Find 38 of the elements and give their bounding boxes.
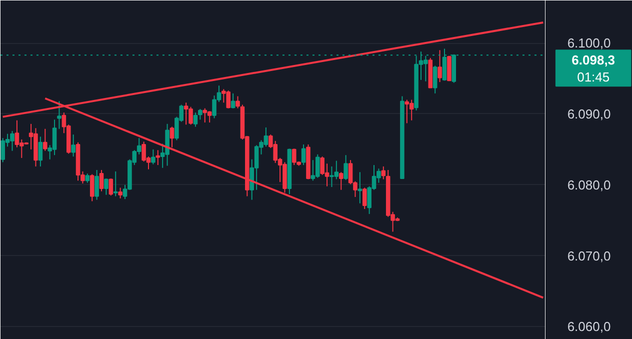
candlestick xyxy=(118,187,122,199)
y-tick-label: 6.060,0 xyxy=(567,319,611,334)
candlestick xyxy=(230,92,236,109)
text: 01:45 xyxy=(577,70,610,85)
candlestick xyxy=(38,136,43,167)
candlestick xyxy=(42,128,48,152)
ref-line-label: 6.098,3 xyxy=(572,52,616,68)
candlestick xyxy=(381,166,386,180)
candlestick xyxy=(170,126,174,148)
candlestick xyxy=(193,112,198,128)
candlestick xyxy=(338,172,344,190)
candlestick xyxy=(156,150,160,166)
candlestick xyxy=(409,99,414,121)
y-tick-label: 6.080,0 xyxy=(567,177,611,192)
candlestick xyxy=(344,154,348,180)
candlestick xyxy=(108,178,114,196)
candlestick xyxy=(99,170,104,192)
candlestick xyxy=(85,173,90,184)
candlestick xyxy=(358,172,362,204)
candlestick xyxy=(198,108,202,120)
candlestick xyxy=(315,154,320,178)
candlestick xyxy=(94,170,99,200)
candlestick xyxy=(301,144,306,166)
candlestick xyxy=(202,108,208,123)
y-tick-label: 6.070,0 xyxy=(567,248,611,264)
candlestick xyxy=(90,174,94,202)
y-tick-label: 6.100,0 xyxy=(567,36,611,51)
candlestick xyxy=(362,187,367,210)
candlestick xyxy=(104,178,108,196)
candlestick xyxy=(438,50,442,83)
candlestick xyxy=(71,134,76,158)
candlestick xyxy=(113,170,118,197)
candlestick xyxy=(432,65,438,94)
candlestick xyxy=(236,96,240,109)
y-tick-label: 6.090,0 xyxy=(567,106,611,122)
candlestick xyxy=(404,99,410,124)
candlestick xyxy=(151,148,156,165)
candlestick xyxy=(57,100,62,130)
